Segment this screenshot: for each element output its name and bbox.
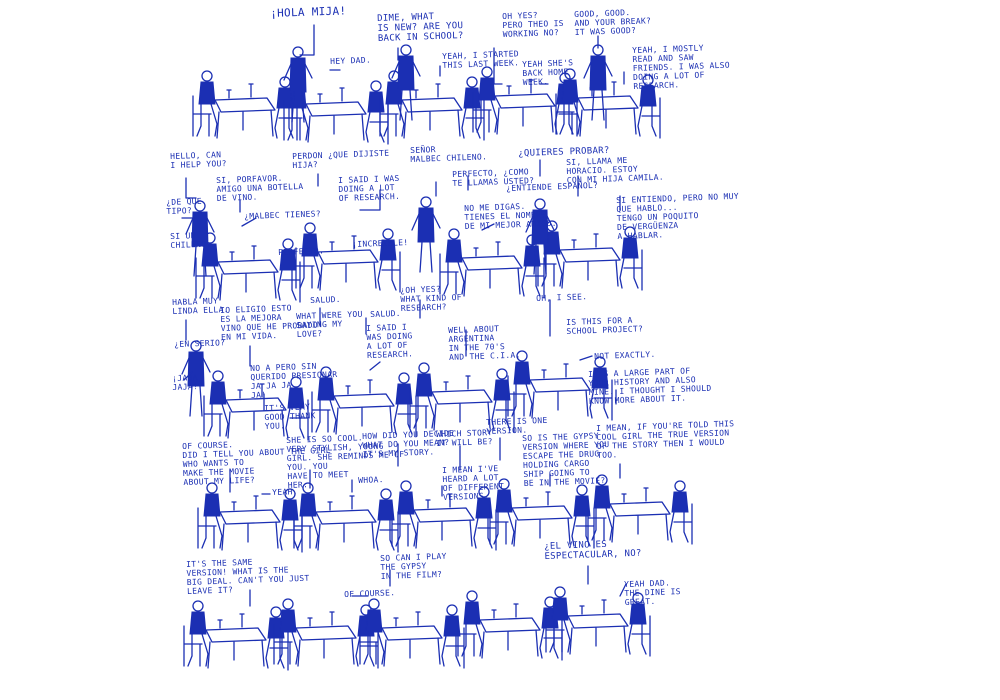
speech-dime: DIME, WHAT IS NEW? ARE YOU BACK IN SCHOO…	[377, 12, 464, 44]
speech-good-good: GOOD, GOOD. AND YOUR BREAK? IT WAS GOOD?	[574, 8, 652, 37]
speech-of-course: OF COURSE.	[344, 588, 396, 599]
panel-r4-5	[587, 463, 693, 545]
panel-r3-2	[311, 307, 417, 437]
speech-porfavor: SI, PORFAVOR. AMIGO UNA BOTELLA DE VINO.	[216, 173, 304, 203]
speech-different-versions: I MEAN I'VE HEARD A LOT OF DIFFERENT VER…	[442, 464, 505, 502]
speech-de-que-tipo: ¿DE QUE TIPO?	[166, 196, 203, 216]
speech-si-un-chileno: SI UN CHILENO.	[170, 231, 212, 250]
speech-argentina-cia: WELL ABOUT ARGENTINA IN THE 70'S AND THE…	[448, 324, 521, 362]
speech-whoa: WHOA.	[358, 475, 384, 485]
speech-what-were-you-saying: WHAT WERE YOU SAYING MY LOVE?	[296, 309, 363, 339]
panel-r5-2	[273, 598, 379, 669]
speech-school-project: IS THIS FOR A SCHOOL PROJECT?	[566, 315, 644, 336]
speech-perdon: PERDON ¿QUE DIJISTE HIJA?	[292, 148, 390, 170]
speech-perfecto: PERFECTO.	[278, 246, 325, 257]
speech-back-home: YEAH SHE'S BACK HOME WEEK.	[522, 58, 574, 87]
speech-pero-theo: OH YES? PERO THEO IS WORKING NO?	[502, 10, 564, 39]
panel-r4-1	[197, 469, 303, 553]
speech-play-the-gypsy: SO CAN I PLAY THE GYPSY IN THE FILM?	[380, 551, 447, 581]
panel-r5-3	[351, 569, 465, 669]
speech-mostly-read: YEAH, I MOSTLY READ AND SAW FRIENDS. I W…	[632, 43, 731, 91]
speech-en-serio: ¿EN SERIO?	[174, 338, 226, 349]
speech-i-said-research: I SAID I WAS DOING A LOT OF RESEARCH.	[338, 173, 401, 203]
speech-vino-espectacular: ¿EL VINO ES ESPECTACULAR, NO?	[544, 539, 642, 562]
panel-r4-2	[293, 469, 399, 553]
panel-r2-4	[525, 159, 643, 291]
panel-r5-5	[545, 565, 651, 657]
speech-sin-presionar: NO A PERO SIN QUERIDO PRESIONAR JA JA JA…	[250, 361, 338, 400]
panel-r5-1	[183, 589, 289, 671]
panel-r3-1	[181, 319, 309, 441]
speech-wine-is-great: YEAH DAD. THE DINE IS GREAT.	[624, 578, 681, 607]
panel-r3-4	[507, 299, 617, 421]
panel-r3-3	[409, 299, 515, 433]
speech-same-version: IT'S THE SAME VERSION! WHAT IS THE BIG D…	[186, 557, 310, 596]
speech-very-good: IT'S VERY GOOD THANK YOU.	[264, 402, 316, 431]
panel-r4-3	[391, 443, 497, 551]
panel-r2-3	[439, 175, 545, 299]
panel-r1-4	[472, 47, 578, 137]
speech-started-last-week: YEAH, I STARTED THIS LAST WEEK.	[442, 49, 520, 70]
speech-i-said-research-2: I SAID I WAS DOING A LOT OF RESEARCH.	[366, 322, 414, 360]
speech-oh-i-see: OH, I SEE.	[536, 292, 588, 303]
speech-si-entiendo: SI ENTIENDO, PERO NO MUY QUE HABLO... TE…	[616, 191, 740, 241]
panel-r4-4	[489, 437, 595, 549]
speech-hey-dad: HEY DAD.	[330, 55, 372, 66]
panel-r2-1	[181, 177, 301, 303]
speech-cool-girl-true-version: I MEAN, IF YOU'RE TOLD THIS COOL GIRL TH…	[596, 419, 735, 460]
speech-llama-me-horacio: SI, LLAMA ME HORACIO. ESTOY CON MI HIJA …	[566, 155, 665, 185]
panel-r1-1	[192, 70, 298, 141]
panel-r1-2	[283, 24, 389, 145]
speech-senor-malbec: SEÑOR MALBEC CHILENO.	[410, 145, 488, 164]
speech-what-kind-research: ¿OH YES? WHAT KIND OF RESEARCH?	[400, 284, 462, 313]
speech-which-story: WHICH STORY IT WILL BE?	[436, 428, 493, 448]
panel-r1-3	[379, 44, 485, 141]
speech-no-me-digas: NO ME DIGAS. TIENES EL NOMBRE DE MI MEJO…	[464, 201, 557, 231]
speech-jaja: ¡JAJA JAJA!	[172, 373, 199, 392]
speech-large-part-history: IT'S A LARGE PART OF YOUR HISTORY AND AL…	[588, 366, 712, 406]
speech-hello-help: HELLO, CAN I HELP YOU?	[170, 150, 227, 170]
panel-r2-2	[295, 173, 441, 293]
speech-salud-1: SALUD.	[310, 294, 341, 305]
panel-r1-5	[555, 35, 661, 139]
speech-salud-2: SALUD.	[370, 308, 401, 319]
